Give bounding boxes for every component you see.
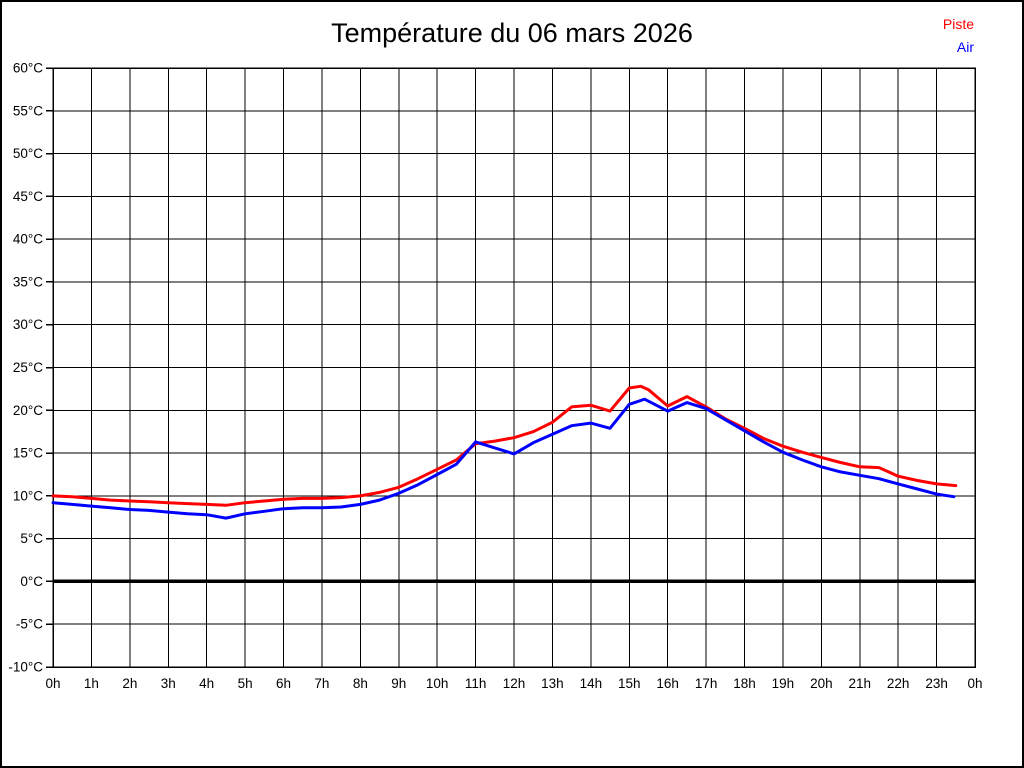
- x-axis-label: 1h: [84, 676, 99, 691]
- x-axis-label: 12h: [503, 676, 526, 691]
- x-axis-label: 11h: [465, 676, 487, 691]
- y-axis-label: 55°C: [13, 103, 43, 118]
- x-axis-label: 0h: [45, 676, 60, 691]
- x-axis-label: 22h: [887, 676, 910, 691]
- y-axis-label: 40°C: [13, 232, 43, 247]
- x-axis-label: 20h: [810, 676, 833, 691]
- x-axis-label: 21h: [848, 676, 871, 691]
- x-axis-label: 14h: [580, 676, 603, 691]
- x-axis-label: 2h: [122, 676, 137, 691]
- y-axis-label: 35°C: [13, 274, 43, 289]
- x-axis-label: 6h: [276, 676, 291, 691]
- x-axis-label: 5h: [238, 676, 253, 691]
- x-axis-label: 4h: [199, 676, 214, 691]
- x-axis-label: 8h: [353, 676, 368, 691]
- y-axis-label: 30°C: [13, 317, 43, 332]
- y-axis-label: -5°C: [16, 617, 43, 632]
- x-axis-label: 0h: [967, 676, 982, 691]
- x-axis-label: 10h: [426, 676, 449, 691]
- x-axis-label: 13h: [541, 676, 564, 691]
- y-axis-label: 5°C: [20, 531, 43, 546]
- chart-legend: Piste Air: [943, 13, 974, 59]
- y-axis-label: 0°C: [20, 574, 43, 589]
- series-line-piste: [51, 384, 958, 507]
- legend-label-piste: Piste: [942, 16, 974, 32]
- x-axis-label: 16h: [656, 676, 679, 691]
- y-axis-label: 15°C: [13, 446, 43, 461]
- x-axis-label: 9h: [391, 676, 406, 691]
- x-axis-label: 19h: [772, 676, 795, 691]
- x-axis-label: 23h: [925, 676, 948, 691]
- y-axis-label: 20°C: [13, 403, 43, 418]
- legend-label-air: Air: [956, 39, 974, 55]
- y-axis-label: 10°C: [13, 488, 43, 503]
- y-axis-label: -10°C: [8, 660, 43, 675]
- y-axis-label: 50°C: [13, 146, 43, 161]
- series-line-air: [51, 397, 956, 520]
- x-axis-label: 7h: [314, 676, 329, 691]
- x-axis-label: 3h: [161, 676, 176, 691]
- y-axis-label: 45°C: [13, 189, 43, 204]
- x-axis-label: 17h: [695, 676, 718, 691]
- x-axis-label: 18h: [733, 676, 756, 691]
- y-axis-label: 25°C: [13, 360, 43, 375]
- y-axis-label: 60°C: [13, 61, 43, 76]
- legend-item-piste: Piste: [943, 13, 974, 36]
- legend-item-air: Air: [943, 36, 974, 59]
- chart-title: Température du 06 mars 2026: [331, 18, 693, 48]
- x-axis-label: 15h: [618, 676, 641, 691]
